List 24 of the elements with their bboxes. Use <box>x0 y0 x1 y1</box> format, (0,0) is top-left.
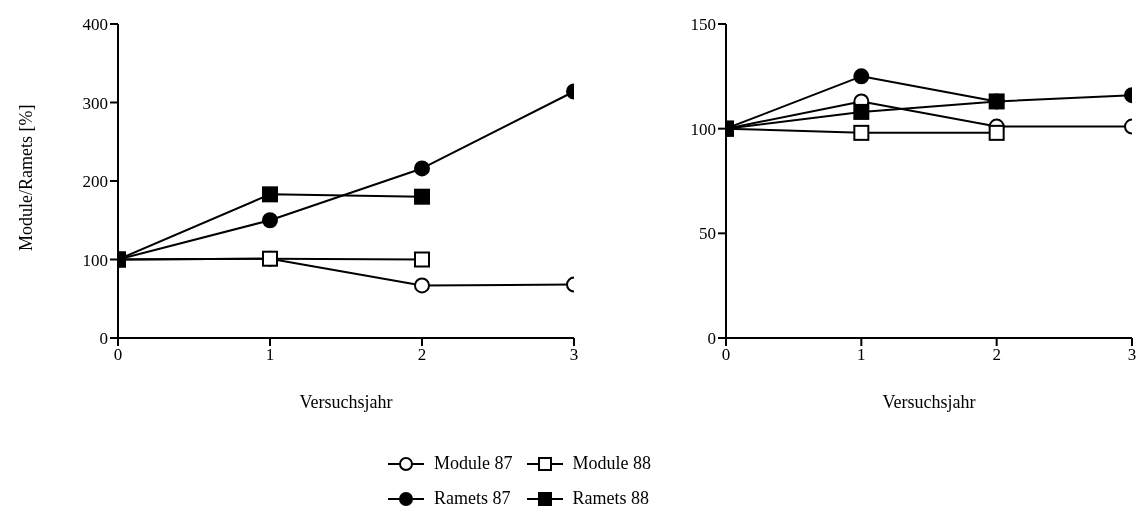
x-axis-title: Versuchsjahr <box>882 392 976 412</box>
y-tick-label: 0 <box>99 329 108 349</box>
x-tick-label: 2 <box>417 345 427 365</box>
legend-label: Module 88 <box>572 453 651 474</box>
y-tick-label: 150 <box>690 15 716 35</box>
x-tick-label: 3 <box>569 345 579 365</box>
x-tick-label: 1 <box>265 345 275 365</box>
y-tick-label: 50 <box>699 224 716 244</box>
y-tick-label: 300 <box>82 93 108 113</box>
x-tick-label: 1 <box>857 345 866 365</box>
legend-label: Ramets 87 <box>434 488 511 509</box>
y-tick-label: 100 <box>690 119 716 139</box>
y-tick-label: 400 <box>82 15 108 35</box>
x-tick-label: 0 <box>721 345 731 365</box>
legend-label: Module 87 <box>434 453 513 474</box>
y-tick-label: 100 <box>82 250 108 270</box>
x-axis-title: Versuchsjahr <box>299 392 393 412</box>
y-tick-label: 200 <box>82 172 108 192</box>
x-tick-label: 2 <box>992 345 1001 365</box>
legend-label: Ramets 88 <box>572 488 649 509</box>
y-tick-label: 0 <box>707 329 716 349</box>
x-tick-label: 0 <box>113 345 123 365</box>
y-axis-title: Module/Ramets [%] <box>16 104 37 251</box>
x-tick-label: 3 <box>1127 345 1137 365</box>
